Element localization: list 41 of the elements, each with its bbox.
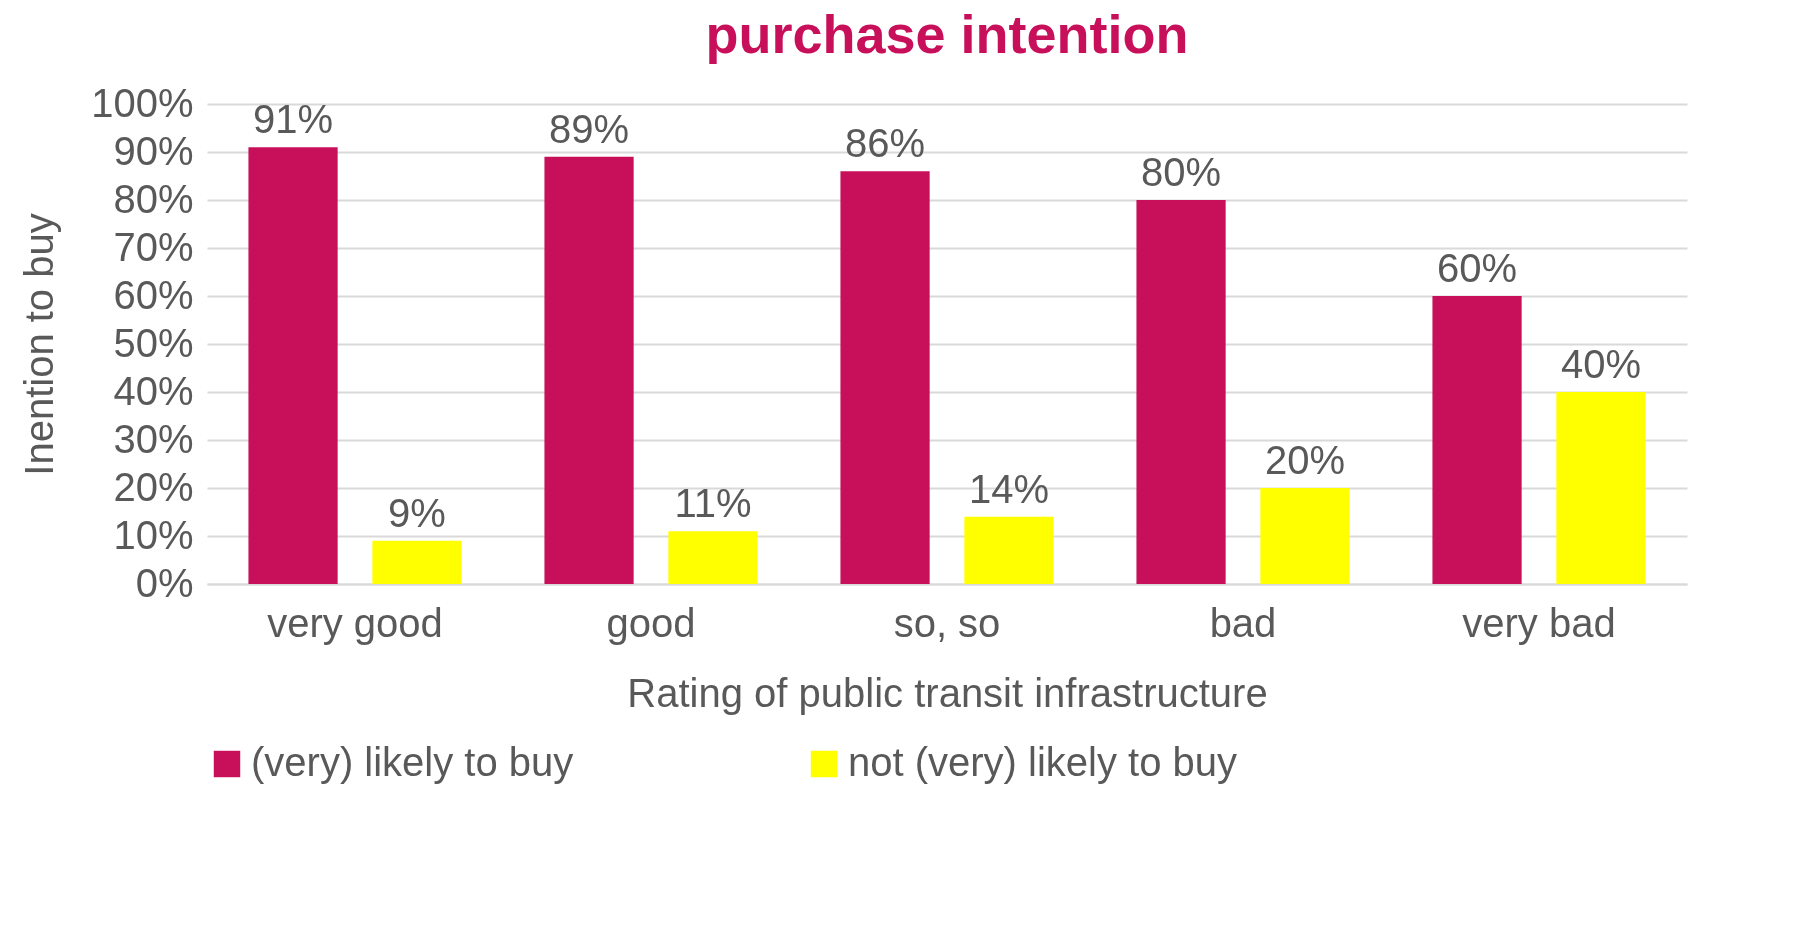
y-tick-label: 60%: [113, 272, 194, 317]
bar: [1432, 296, 1522, 584]
data-label: 80%: [1141, 150, 1222, 194]
y-axis-title: Inention to buy: [17, 213, 62, 476]
x-axis-title: Rating of public transit infrastructure: [627, 670, 1268, 715]
x-tick-label: bad: [1209, 600, 1277, 645]
y-tick-label: 80%: [113, 176, 194, 221]
legend-label: (very) likely to buy: [251, 740, 574, 784]
bar: [1136, 200, 1226, 584]
y-tick-label: 20%: [113, 464, 194, 509]
x-tick-label: very good: [267, 600, 443, 645]
y-tick-label: 90%: [113, 128, 194, 173]
data-label: 91%: [253, 97, 334, 142]
data-label: 14%: [968, 466, 1049, 511]
y-tick-label: 40%: [113, 368, 194, 413]
bar: [372, 540, 462, 584]
bar: [248, 147, 338, 584]
bar: [544, 156, 634, 584]
x-tick-label: so, so: [893, 600, 1001, 645]
data-label: 86%: [845, 121, 926, 166]
legend-label: not (very) likely to buy: [848, 740, 1238, 784]
chart-title: purchase intention: [705, 4, 1189, 64]
data-label: 9%: [388, 490, 446, 535]
data-label: 89%: [549, 106, 630, 151]
y-tick-label: 70%: [113, 224, 194, 269]
x-tick-label: good: [606, 600, 696, 645]
y-tick-label: 30%: [113, 416, 194, 461]
y-tick-label: 0%: [135, 560, 194, 605]
bar: [1260, 488, 1350, 584]
x-tick-label: very bad: [1462, 600, 1616, 645]
data-label: 60%: [1437, 246, 1518, 290]
data-label: 11%: [674, 481, 752, 526]
data-label: 40%: [1560, 342, 1641, 386]
data-label: 20%: [1264, 438, 1345, 482]
bar: [1556, 392, 1646, 584]
y-tick-label: 100%: [91, 80, 194, 125]
bar: [840, 171, 930, 584]
bar: [964, 516, 1054, 584]
y-tick-label: 10%: [113, 512, 194, 557]
y-tick-label: 50%: [113, 320, 194, 365]
bar: [668, 531, 758, 584]
